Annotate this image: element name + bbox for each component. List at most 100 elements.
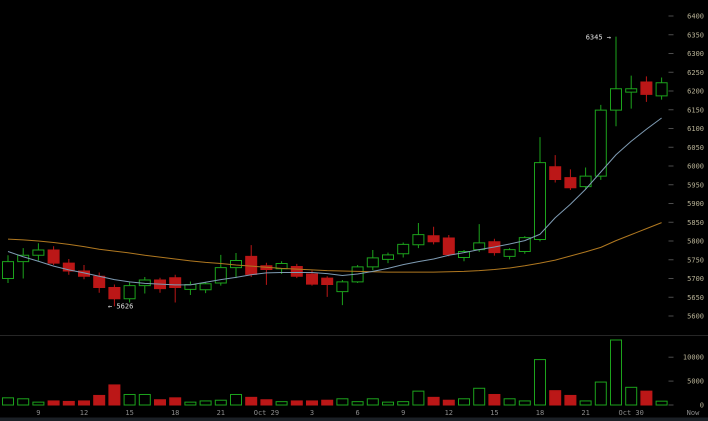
time-tick-label: 6 (355, 409, 359, 417)
time-tick-label: 12 (80, 409, 88, 417)
time-tick-label: 18 (171, 409, 179, 417)
now-label: Now (687, 409, 700, 417)
volume-bar (442, 399, 455, 406)
volume-bar (458, 398, 470, 406)
volume-bar (123, 393, 136, 406)
volume-bar (655, 400, 668, 406)
candle-body (214, 267, 227, 284)
candle-body (306, 273, 318, 285)
time-tick-label: 12 (445, 409, 453, 417)
volume-bar (610, 339, 622, 406)
time-tick-label: Oct 29 (254, 409, 279, 417)
candle-body (549, 166, 562, 180)
candle-body (108, 287, 121, 300)
candle-body (534, 162, 546, 240)
candle-body (169, 277, 182, 288)
volume-bar (579, 400, 592, 406)
price-tick-label: 5600 (687, 313, 704, 321)
volume-bar (412, 390, 425, 406)
volume-bar (260, 399, 273, 406)
price-tick-label: 5700 (687, 275, 704, 283)
price-tick-label: 6300 (687, 50, 704, 58)
price-tick-label: 6350 (687, 31, 704, 39)
volume-bar (321, 399, 334, 406)
candle-body (93, 275, 106, 288)
time-tick-label: 15 (490, 409, 498, 417)
price-tick-label: 5750 (687, 256, 704, 264)
volume-bar (214, 399, 227, 406)
candle-body (427, 235, 440, 243)
volume-bar (230, 393, 242, 406)
high-price-annotation: 6345 → (586, 34, 611, 42)
candle-body (17, 254, 30, 263)
volume-bar (427, 396, 440, 406)
time-tick-label: 3 (310, 409, 314, 417)
candle-body (62, 262, 75, 272)
candle-body (2, 261, 14, 279)
volume-bar (290, 400, 303, 406)
price-tick-label: 6150 (687, 106, 704, 114)
ma-slow-line (7, 222, 662, 273)
candle-body (594, 109, 607, 177)
candle-body (564, 177, 577, 189)
volume-bar (488, 393, 501, 406)
price-tick-label: 5900 (687, 200, 704, 208)
volume-bar (625, 386, 638, 406)
volume-bar (47, 400, 60, 406)
volume-tick-label: 0 (700, 402, 704, 410)
candle-body (458, 251, 470, 258)
candle-body (199, 283, 212, 291)
volume-bar (397, 401, 410, 406)
volume-tick-label: 5000 (687, 378, 704, 386)
candle-body (290, 266, 303, 277)
candle-body (47, 249, 60, 264)
time-tick-label: 9 (36, 409, 40, 417)
volume-bar (640, 390, 653, 406)
candle-body (32, 249, 45, 256)
candle-body (503, 249, 516, 257)
volume-bar (351, 401, 364, 406)
volume-bar (564, 394, 577, 406)
volume-bar (32, 401, 45, 406)
volume-bar (78, 400, 90, 406)
candle-body (123, 285, 136, 300)
candle-body (655, 82, 668, 97)
time-tick-label: 9 (401, 409, 405, 417)
low-price-annotation: ← 5626 (108, 303, 133, 311)
price-tick-label: 6100 (687, 125, 704, 133)
candle-body (625, 88, 638, 93)
volume-bar (184, 401, 197, 406)
candle-body (366, 257, 379, 268)
volume-bar (138, 393, 151, 406)
candle-body (518, 237, 531, 252)
candle-body (640, 81, 653, 95)
window-edge (0, 417, 708, 421)
chart-layers: 6400635063006250620061506100605060005950… (0, 13, 708, 421)
candle-body (610, 88, 622, 111)
volume-bar (473, 387, 486, 406)
candle-body (579, 175, 592, 188)
volume-bar (366, 398, 379, 406)
candle-body (382, 254, 394, 260)
candle-body (412, 234, 425, 246)
candle-body (397, 243, 410, 255)
volume-bar (62, 400, 75, 406)
volume-bar (534, 359, 546, 406)
volume-bar (503, 398, 516, 406)
price-tick-label: 6000 (687, 163, 704, 171)
price-tick-label: 5800 (687, 238, 704, 246)
time-tick-label: 15 (125, 409, 133, 417)
volume-bar (154, 399, 166, 406)
volume-bar (245, 396, 258, 406)
time-tick-label: 21 (581, 409, 589, 417)
volume-bar (549, 390, 562, 406)
price-tick-label: 6400 (687, 13, 704, 21)
ma-fast-line (7, 117, 662, 286)
price-tick-label: 5950 (687, 181, 704, 189)
price-tick-label: 6250 (687, 69, 704, 77)
volume-tick-label: 10000 (683, 354, 704, 362)
volume-bar (108, 384, 121, 406)
price-tick-label: 6050 (687, 144, 704, 152)
